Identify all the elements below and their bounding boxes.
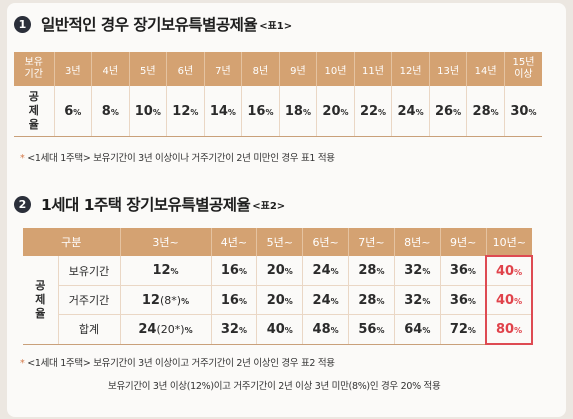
- table2-rate-cell: 20%: [256, 256, 304, 286]
- table2-rate-cell: 20%: [256, 285, 304, 315]
- table1-year-header-last: 15년 이상: [504, 52, 542, 86]
- table1-row-label: 공 제 율: [14, 86, 55, 137]
- table1-header-row: 보유 기간 3년 4년 5년 6년 7년 8년 9년 10년 11년 12년 1…: [14, 52, 542, 86]
- table1-rate-cell: 10%: [129, 86, 168, 137]
- table2-rate-cell: 24%: [302, 285, 350, 315]
- table1-year-header: 12년: [391, 52, 430, 86]
- table2-row-total: 합계 24(20*)% 32% 40% 48% 56% 64% 72% 80%: [23, 314, 533, 345]
- section2-footnote-2: 보유기간이 3년 이상(12%)이고 거주기간이 2년 이상 3년 미만(8%)…: [108, 381, 441, 392]
- table1-year-header: 10년: [316, 52, 355, 86]
- table2-rate-cell: 32%: [394, 256, 441, 286]
- table1-rate-cell: 20%: [316, 86, 355, 137]
- table1-year-header: 6년: [166, 52, 205, 86]
- section1-heading: 일반적인 경우 장기보유특별공제율: [41, 16, 258, 34]
- table2-period-header: 10년~: [486, 228, 532, 256]
- table1-year-header: 4년: [91, 52, 130, 86]
- table2-period-header: 3년~: [120, 228, 212, 256]
- table1-rate-row: 공 제 율 6% 8% 10% 12% 14% 16% 18% 20% 22% …: [14, 86, 542, 137]
- table1-rate-cell: 28%: [466, 86, 505, 137]
- table2-row-label: 보유기간: [58, 256, 121, 286]
- table2-rate-cell: 36%: [440, 285, 487, 315]
- section2-footnote-1: * <1세대 1주택> 보유기간이 3년 이상이고 거주기간이 2년 이상인 경…: [20, 358, 335, 369]
- single-home-deduction-table: 구분 3년~ 4년~ 5년~ 6년~ 7년~ 8년~ 9년~ 10년~ 공 제 …: [23, 228, 533, 345]
- table2-rate-cell: 32%: [211, 314, 258, 345]
- table2-row-residence: 거주기간 12(8*)% 16% 20% 24% 28% 32% 36% 40%: [23, 285, 533, 315]
- table2-rate-cell: 12%: [120, 256, 212, 286]
- section1-table-ref: <표1>: [259, 20, 293, 32]
- table2-group-label: 공 제 율: [23, 256, 59, 345]
- table2-row-holding: 공 제 율 보유기간 12% 16% 20% 24% 28% 32% 36% 4…: [23, 255, 533, 345]
- section2-heading: 1세대 1주택 장기보유특별공제율: [41, 196, 251, 214]
- table2-rate-cell: 40%: [256, 314, 304, 345]
- table2-rate-cell: 36%: [440, 256, 487, 286]
- table2-max-rate-cell: 80%: [485, 314, 533, 345]
- table2-header-category: 구분: [23, 228, 121, 256]
- table1-rate-cell: 16%: [241, 86, 280, 137]
- table1-rate-cell: 6%: [54, 86, 93, 137]
- section1-title: 1 일반적인 경우 장기보유특별공제율 <표1>: [14, 13, 292, 35]
- table1-year-header: 7년: [204, 52, 243, 86]
- table1-rate-cell: 14%: [204, 86, 243, 137]
- section2-title: 2 1세대 1주택 장기보유특별공제율 <표2>: [14, 193, 285, 215]
- table1-year-header: 11년: [354, 52, 393, 86]
- table2-header-row: 구분 3년~ 4년~ 5년~ 6년~ 7년~ 8년~ 9년~ 10년~: [23, 228, 532, 256]
- section2-table-ref: <표2>: [252, 200, 286, 212]
- table1-year-header: 9년: [279, 52, 318, 86]
- table2-max-rate-cell: 40%: [485, 255, 533, 286]
- table2-period-header: 6년~: [302, 228, 350, 256]
- general-deduction-table: 보유 기간 3년 4년 5년 6년 7년 8년 9년 10년 11년 12년 1…: [14, 52, 542, 137]
- table2-max-rate-cell: 40%: [485, 285, 533, 315]
- table1-header-label: 보유 기간: [14, 52, 55, 86]
- table2-rate-cell: 12(8*)%: [120, 285, 212, 315]
- table1-rate-cell: 12%: [166, 86, 205, 137]
- table2-row-label: 합계: [58, 314, 121, 345]
- table2-rate-cell: 56%: [348, 314, 395, 345]
- table2-rate-cell: 24(20*)%: [120, 314, 212, 345]
- section1-number-badge: 1: [14, 15, 31, 33]
- table2-row-label: 거주기간: [58, 285, 121, 315]
- table1-rate-cell: 24%: [391, 86, 430, 137]
- table1-year-header: 13년: [429, 52, 468, 86]
- table2-period-header: 4년~: [211, 228, 258, 256]
- table2-rate-cell: 16%: [211, 285, 258, 315]
- table2-rate-cell: 28%: [348, 285, 395, 315]
- table1-rate-cell: 18%: [279, 86, 318, 137]
- table1-year-header: 3년: [54, 52, 93, 86]
- table2-rate-cell: 24%: [302, 256, 350, 286]
- section2-number-badge: 2: [14, 195, 31, 213]
- table2-period-header: 5년~: [256, 228, 304, 256]
- table2-rate-cell: 16%: [211, 256, 258, 286]
- table1-rate-cell: 26%: [429, 86, 468, 137]
- table1-year-header: 5년: [129, 52, 168, 86]
- table1-rate-cell: 8%: [91, 86, 130, 137]
- table2-rate-cell: 64%: [394, 314, 441, 345]
- table1-year-header: 8년: [241, 52, 280, 86]
- table2-period-header: 8년~: [394, 228, 441, 256]
- table2-rate-cell: 48%: [302, 314, 350, 345]
- table2-period-header: 7년~: [348, 228, 395, 256]
- table1-rate-cell: 30%: [504, 86, 542, 137]
- section1-footnote: * <1세대 1주택> 보유기간이 3년 이상이나 거주기간이 2년 미만인 경…: [20, 153, 335, 164]
- table2-period-header: 9년~: [440, 228, 487, 256]
- table2-rate-cell: 28%: [348, 256, 395, 286]
- table1-year-header: 14년: [466, 52, 505, 86]
- table1-rate-cell: 22%: [354, 86, 393, 137]
- table2-rate-cell: 32%: [394, 285, 441, 315]
- table2-rate-cell: 72%: [440, 314, 487, 345]
